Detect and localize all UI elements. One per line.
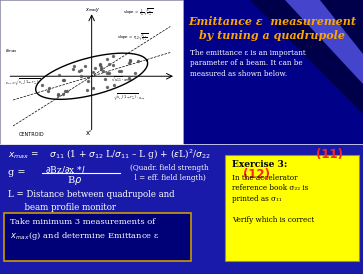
Point [98, 65, 104, 70]
Text: L = Distance between quadrupole and
      beam profile monitor: L = Distance between quadrupole and beam… [8, 190, 175, 212]
Text: slope = $r_{12}\sqrt{\frac{s_{22}}{s_{11}}}$: slope = $r_{12}\sqrt{\frac{s_{22}}{s_{11… [117, 33, 148, 43]
Point [126, 61, 132, 65]
FancyBboxPatch shape [4, 213, 191, 261]
Text: $x_{max}y$: $x_{max}y$ [85, 5, 101, 13]
Text: Emittance ε  measurement: Emittance ε measurement [188, 16, 356, 27]
Point [46, 85, 52, 90]
Point [135, 59, 141, 63]
Text: Take minimum 3 measurements of
$x_{max}$(g) and determine Emittance ε: Take minimum 3 measurements of $x_{max}$… [10, 218, 160, 242]
Point [97, 62, 103, 66]
Text: g =: g = [8, 168, 25, 177]
Point [85, 79, 91, 83]
Point [78, 68, 84, 73]
Text: $\sqrt{s_{11}(1-r_{12}^2)}\cdot x_{loc}$: $\sqrt{s_{11}(1-r_{12}^2)}\cdot x_{loc}$ [113, 92, 146, 102]
Point [110, 54, 116, 58]
FancyBboxPatch shape [225, 155, 359, 261]
Text: Exercise 3:: Exercise 3: [232, 160, 287, 169]
Point [77, 69, 82, 73]
Point [111, 83, 117, 87]
Point [102, 77, 108, 81]
Polygon shape [250, 0, 363, 114]
Point [116, 69, 122, 74]
Point [55, 92, 61, 96]
Point [127, 59, 133, 64]
Point [55, 93, 61, 98]
Text: (11): (11) [316, 148, 343, 161]
Point [93, 66, 98, 70]
Text: B$\rho$: B$\rho$ [67, 174, 82, 187]
Point [60, 92, 65, 96]
Point [132, 71, 138, 75]
Point [64, 89, 70, 93]
Point [110, 62, 115, 67]
Point [78, 73, 84, 78]
Point [85, 75, 91, 79]
Text: The emittance ε is an important
parameter of a beam. It can be
measured as shown: The emittance ε is an important paramete… [190, 49, 306, 78]
Point [99, 66, 105, 71]
Text: slope = $\frac{1}{s_{12}}\sqrt{\frac{s_{22}}{s_{11}}}$: slope = $\frac{1}{s_{12}}\sqrt{\frac{s_{… [123, 8, 153, 18]
Point [60, 78, 66, 82]
Point [103, 71, 109, 75]
Point [104, 56, 110, 61]
Polygon shape [285, 0, 363, 84]
Point [62, 78, 68, 82]
Point [126, 76, 132, 81]
Point [82, 64, 88, 68]
Point [90, 86, 96, 90]
Point [118, 69, 124, 73]
Text: $\varepsilon_{loc}=\sqrt{s_{22}(1-r_{12}^2)}$: $\varepsilon_{loc}=\sqrt{s_{22}(1-r_{12}… [5, 77, 40, 87]
Point [90, 70, 95, 75]
Text: (Quadr. field strength
  l = eff. field length): (Quadr. field strength l = eff. field le… [130, 164, 209, 182]
Text: $\varepsilon_{max}$: $\varepsilon_{max}$ [5, 47, 17, 55]
Point [71, 64, 77, 68]
Text: $\partial$Bz/$\partial$x *$\it{l}$: $\partial$Bz/$\partial$x *$\it{l}$ [45, 164, 86, 175]
Text: by tuning a quadrupole: by tuning a quadrupole [199, 30, 345, 41]
Point [127, 58, 133, 62]
Point [70, 66, 76, 71]
Point [62, 89, 68, 93]
Point [106, 70, 111, 75]
Point [106, 62, 112, 67]
Text: $x_{max}$ =    $\sigma_{11}$ (1 + $\sigma_{12}$ L/$\sigma_{11}$ – L g) + ($\vare: $x_{max}$ = $\sigma_{11}$ (1 + $\sigma_{… [8, 148, 211, 162]
Text: x': x' [86, 130, 92, 136]
Point [100, 69, 106, 73]
Point [105, 84, 110, 89]
Point [56, 73, 62, 78]
Text: CENTROID: CENTROID [19, 132, 44, 137]
Text: (12): (12) [243, 168, 270, 181]
FancyBboxPatch shape [0, 0, 183, 144]
Point [45, 89, 51, 93]
Point [40, 83, 45, 88]
Point [84, 88, 90, 93]
Point [97, 63, 102, 67]
Polygon shape [183, 0, 363, 144]
Text: In the accelerator
reference book σ₂₂ is
printed as σ₁₁

Verify which is correct: In the accelerator reference book σ₂₂ is… [232, 174, 314, 224]
Text: $\sqrt{s_{11}}\cdot x_{max}$: $\sqrt{s_{11}}\cdot x_{max}$ [111, 76, 135, 84]
